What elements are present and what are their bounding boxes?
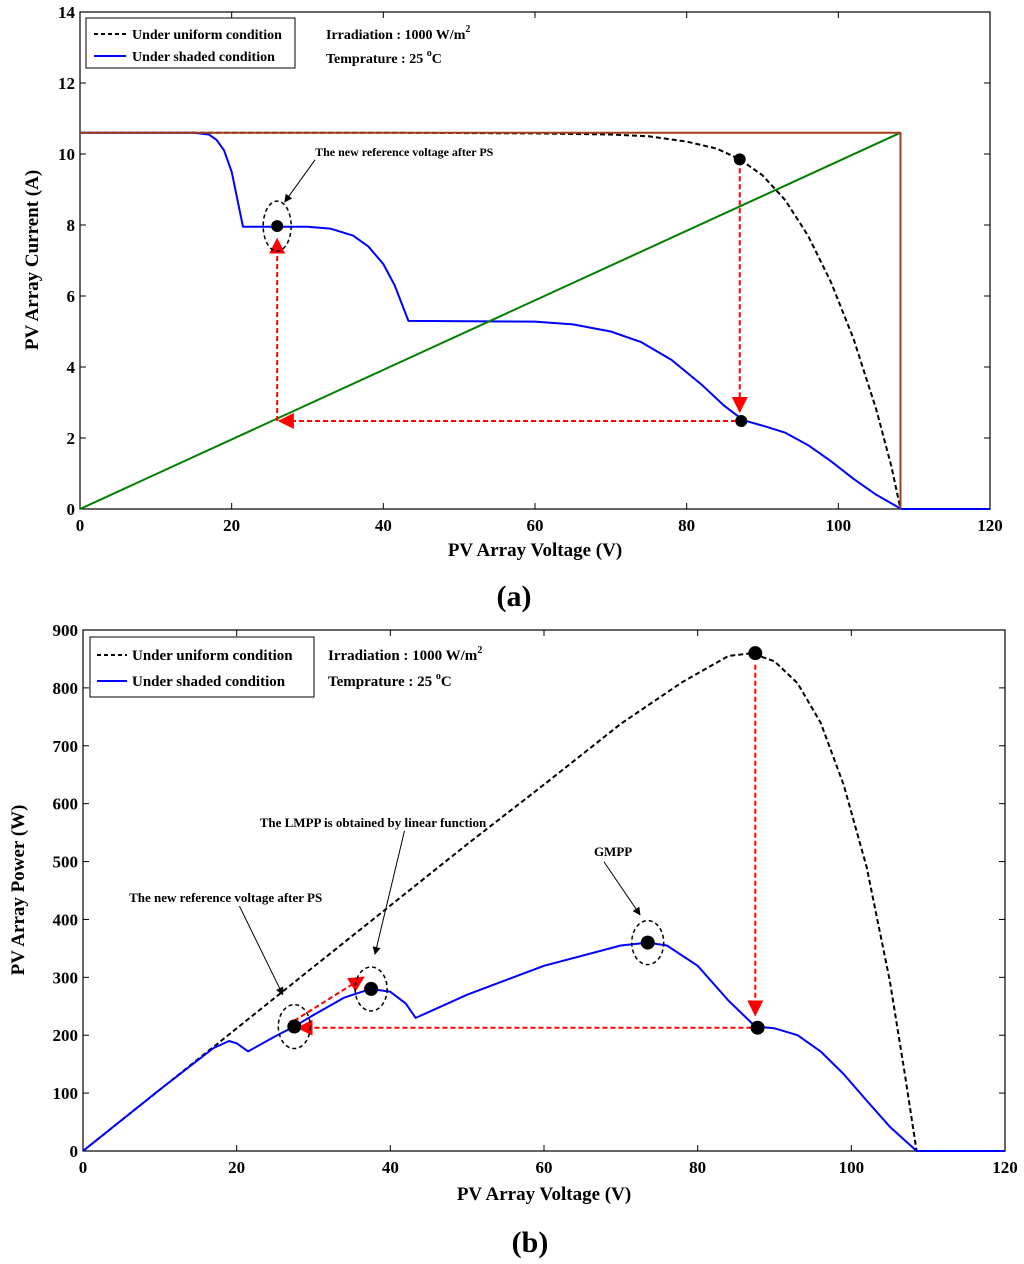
x-axis-label: PV Array Voltage (V) xyxy=(448,540,622,561)
annotation-text: The new reference voltage after PS xyxy=(315,145,494,159)
shaded-operating-point xyxy=(735,414,748,427)
new-reference-point-ring xyxy=(262,200,292,252)
series-line-under-uniform-condition xyxy=(82,652,918,1152)
chart-b-overlay: The new reference voltage after PS The LM… xyxy=(129,646,765,1050)
chart-a-series xyxy=(79,131,990,510)
x-tick-label: 120 xyxy=(992,1158,1018,1177)
x-tick-label: 20 xyxy=(223,516,240,535)
annotation-text: The LMPP is obtained by linear function xyxy=(260,815,487,830)
legend-box xyxy=(85,17,296,69)
y-tick-label: 0 xyxy=(67,500,76,519)
y-tick-label: 300 xyxy=(53,968,79,987)
y-tick-label: 500 xyxy=(53,853,79,872)
x-tick-label: 80 xyxy=(678,516,695,535)
x-tick-label: 0 xyxy=(76,516,85,535)
series-line-under-shaded-condition xyxy=(82,941,1005,1152)
y-tick-label: 700 xyxy=(53,737,79,756)
legend-label-uniform: Under uniform condition xyxy=(132,28,282,43)
chart-b-legend: Under uniform condition Under shaded con… xyxy=(89,636,315,698)
new-reference-point xyxy=(287,1019,302,1034)
y-tick-label: 100 xyxy=(53,1084,79,1103)
x-tick-label: 60 xyxy=(527,516,544,535)
chart-a-ticks: 0 20 40 60 80 100 120 0 2 4 6 8 10 12 14 xyxy=(58,3,1003,535)
y-tick-label: 4 xyxy=(67,358,76,377)
x-axis-label: PV Array Voltage (V) xyxy=(457,1184,631,1205)
legend-label-shaded: Under shaded condition xyxy=(132,674,286,690)
x-tick-label: 40 xyxy=(375,516,392,535)
legend-label-uniform: Under uniform condition xyxy=(132,648,293,664)
y-tick-label: 200 xyxy=(53,1026,79,1045)
y-tick-label: 10 xyxy=(58,145,75,164)
irradiation-info: Irradiation : 1000 W/m2 xyxy=(326,24,470,43)
new-reference-point-ring xyxy=(277,1003,312,1050)
irradiation-info: Irradiation : 1000 W/m2 xyxy=(328,645,482,664)
chart-a-legend: Under uniform condition Under shaded con… xyxy=(85,17,296,69)
y-tick-label: 900 xyxy=(53,621,79,640)
series-line-under-shaded-condition xyxy=(80,131,990,510)
new-reference-point xyxy=(271,220,284,233)
x-tick-label: 20 xyxy=(228,1158,245,1177)
annotation-arrow xyxy=(372,830,405,955)
series-line-boundary xyxy=(80,131,902,509)
temperature-info: Temprature : 25 oC xyxy=(328,671,452,690)
x-tick-label: 0 xyxy=(79,1158,88,1177)
chart-b: 0 20 40 60 80 100 120 0 100 200 300 400 500 600 700 800… xyxy=(8,621,1018,1259)
panel-label-a: (a) xyxy=(497,580,532,613)
y-tick-label: 800 xyxy=(53,679,79,698)
uniform-mpp-point xyxy=(748,646,763,661)
uniform-operating-point xyxy=(733,153,746,166)
lmpp-point xyxy=(364,981,379,996)
red-arrow-diagonal xyxy=(293,976,365,1022)
panel-label-b: (b) xyxy=(512,1226,549,1259)
annotation-text: The new reference voltage after PS xyxy=(129,890,322,905)
shaded-operating-point xyxy=(750,1020,765,1035)
chart-b-series xyxy=(82,652,1005,1152)
annotation-arrow xyxy=(238,905,284,996)
legend-label-shaded: Under shaded condition xyxy=(132,50,275,65)
chart-a: 0 20 40 60 80 100 120 0 2 4 6 8 10 12 14 The new refer… xyxy=(22,3,1003,613)
y-axis-label: PV Array Power (W) xyxy=(8,805,29,976)
y-tick-label: 6 xyxy=(67,287,76,306)
annotation-arrow xyxy=(603,861,641,916)
lmpp-point-ring xyxy=(354,966,388,1012)
y-tick-label: 12 xyxy=(58,74,75,93)
y-tick-label: 0 xyxy=(70,1142,79,1161)
x-tick-label: 40 xyxy=(382,1158,399,1177)
temperature-info: Temprature : 25 oC xyxy=(326,48,442,67)
gmpp-point-ring xyxy=(630,919,665,966)
annotation-arrow xyxy=(284,159,316,203)
x-tick-label: 80 xyxy=(689,1158,706,1177)
x-tick-label: 60 xyxy=(536,1158,553,1177)
series-line-linear-function xyxy=(79,131,901,510)
chart-b-ticks: 0 20 40 60 80 100 120 0 100 200 300 400 500 600 700 800… xyxy=(53,621,1018,1177)
x-tick-label: 100 xyxy=(826,516,852,535)
y-tick-label: 2 xyxy=(67,429,76,448)
y-tick-label: 14 xyxy=(58,3,76,22)
chart-b-frame xyxy=(82,629,1006,1152)
chart-a-frame xyxy=(79,11,991,510)
x-tick-label: 120 xyxy=(977,516,1003,535)
annotation-text: GMPP xyxy=(594,844,632,859)
y-tick-label: 8 xyxy=(67,216,76,235)
legend-box xyxy=(89,636,315,698)
y-tick-label: 600 xyxy=(53,795,79,814)
y-axis-label: PV Array Current (A) xyxy=(22,170,43,350)
x-tick-label: 100 xyxy=(839,1158,865,1177)
y-tick-label: 400 xyxy=(53,910,79,929)
chart-a-overlay: The new reference voltage after PS xyxy=(262,145,748,429)
gmpp-point xyxy=(640,935,655,950)
